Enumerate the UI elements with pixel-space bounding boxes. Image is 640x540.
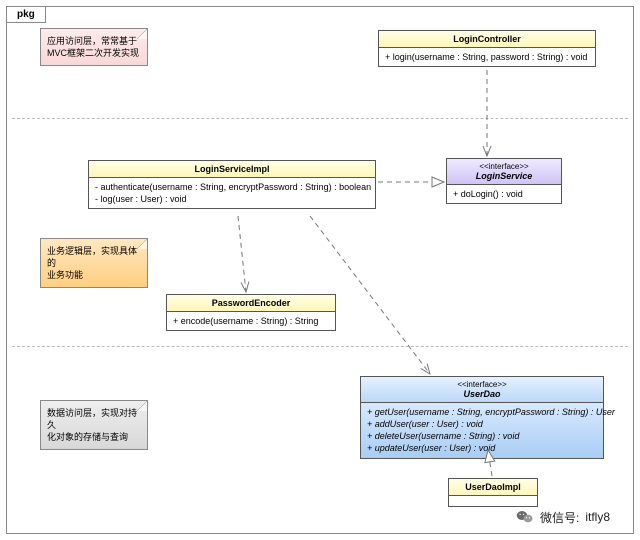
- note-line: 业务功能: [47, 269, 139, 281]
- class-method: + addUser(user : User) : void: [367, 418, 597, 430]
- note-line: MVC框架二次开发实现: [47, 47, 139, 59]
- class-stereotype: <<interface>>: [367, 380, 597, 389]
- class-method: + deleteUser(username : String) : void: [367, 430, 597, 442]
- class-name: UserDaoImpl: [449, 479, 537, 496]
- note-data-layer: 数据访问层，实现对持久 化对象的存储与查询: [40, 400, 148, 450]
- class-login-service-impl: LoginServiceImpl - authenticate(username…: [88, 160, 376, 209]
- class-body: [449, 496, 537, 506]
- class-body: + encode(username : String) : String: [167, 312, 335, 330]
- class-body: + getUser(username : String, encryptPass…: [361, 403, 603, 458]
- footer-watermark: 微信号: itfly8: [516, 508, 610, 526]
- class-body: + login(username : String, password : St…: [379, 48, 595, 66]
- class-name: UserDao: [463, 389, 500, 399]
- class-name: LoginService: [476, 171, 533, 181]
- class-name: PasswordEncoder: [167, 295, 335, 312]
- interface-user-dao: <<interface>> UserDao + getUser(username…: [360, 376, 604, 459]
- layer-separator-2: [12, 346, 628, 347]
- class-password-encoder: PasswordEncoder + encode(username : Stri…: [166, 294, 336, 331]
- class-body: - authenticate(username : String, encryp…: [89, 178, 375, 208]
- class-method: - log(user : User) : void: [95, 193, 369, 205]
- diagram-canvas: pkg 应用访问层，常常基于 MVC框架二次开发实现 业务逻辑层，实现具体的 业…: [0, 0, 640, 540]
- note-fold-icon: [137, 239, 147, 249]
- package-label: pkg: [6, 6, 46, 23]
- class-user-dao-impl: UserDaoImpl: [448, 478, 538, 507]
- note-line: 化对象的存储与查询: [47, 431, 139, 443]
- wechat-icon: [516, 508, 534, 526]
- note-biz-layer: 业务逻辑层，实现具体的 业务功能: [40, 238, 148, 288]
- note-line: 应用访问层，常常基于: [47, 35, 139, 47]
- note-fold-icon: [137, 401, 147, 411]
- class-name: LoginController: [379, 31, 595, 48]
- class-method: + doLogin() : void: [453, 188, 555, 200]
- class-header: <<interface>> LoginService: [447, 159, 561, 185]
- class-stereotype: <<interface>>: [453, 162, 555, 171]
- class-login-controller: LoginController + login(username : Strin…: [378, 30, 596, 67]
- class-name: LoginServiceImpl: [89, 161, 375, 178]
- class-method: + updateUser(user : User) : void: [367, 442, 597, 454]
- footer-label: 微信号:: [540, 509, 579, 526]
- layer-separator-1: [12, 118, 628, 119]
- note-fold-icon: [137, 29, 147, 39]
- footer-value: itfly8: [585, 510, 610, 524]
- class-body: + doLogin() : void: [447, 185, 561, 203]
- note-app-layer: 应用访问层，常常基于 MVC框架二次开发实现: [40, 28, 148, 66]
- class-header: <<interface>> UserDao: [361, 377, 603, 403]
- interface-login-service: <<interface>> LoginService + doLogin() :…: [446, 158, 562, 204]
- note-line: 数据访问层，实现对持久: [47, 407, 139, 431]
- note-line: 业务逻辑层，实现具体的: [47, 245, 139, 269]
- class-method: + encode(username : String) : String: [173, 315, 329, 327]
- class-method: + login(username : String, password : St…: [385, 51, 589, 63]
- class-method: - authenticate(username : String, encryp…: [95, 181, 369, 193]
- class-method: + getUser(username : String, encryptPass…: [367, 406, 597, 418]
